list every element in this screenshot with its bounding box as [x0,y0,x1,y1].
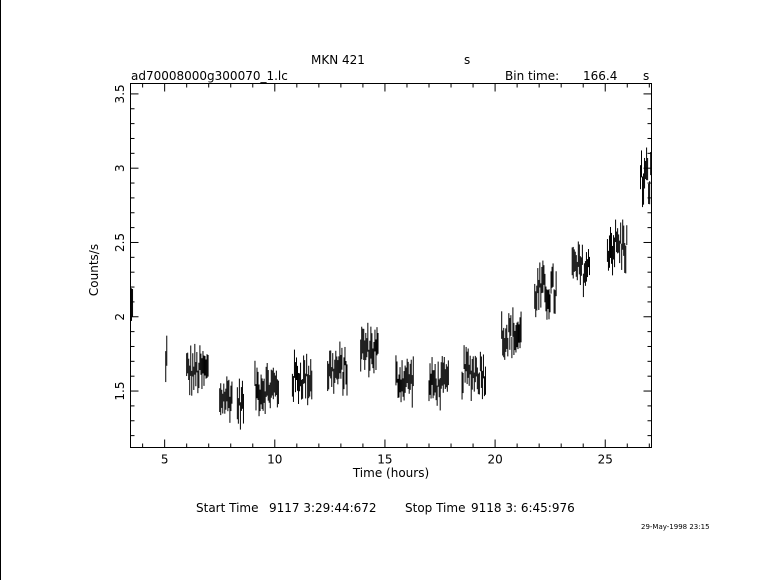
object-unit: s [464,53,470,67]
left-border [0,0,1,580]
x-tick-label: 15 [377,453,392,467]
bin-time-value: 166.4 [583,69,617,83]
y-tick-label: 2.5 [113,233,127,252]
y-tick-label: 3 [113,164,127,172]
plot-frame [130,83,652,448]
stop-time-label: Stop Time [405,501,465,515]
stop-time-value: 9118 3: 6:45:976 [471,501,575,515]
x-tick-label: 10 [267,453,282,467]
date-stamp: 29-May-1998 23:15 [641,523,710,531]
y-axis-label: Counts/s [87,244,101,296]
x-tick-label: 25 [598,453,613,467]
y-tick-label: 2 [113,313,127,321]
y-tick-label: 1.5 [113,381,127,400]
object-name: MKN 421 [311,53,365,67]
x-tick-label: 20 [487,453,502,467]
y-tick-labels: 1.5 2 2.5 3 3.5 [113,84,127,400]
data-points [130,147,652,430]
bin-time-label: Bin time: [505,69,559,83]
x-axis-label: Time (hours) [352,466,429,480]
x-tick-labels: 5 10 15 20 25 [161,453,613,467]
start-time-label: Start Time [196,501,259,515]
x-tick-label: 5 [161,453,169,467]
bin-time-unit: s [643,69,649,83]
file-name: ad70008000g300070_1.lc [131,69,288,83]
y-tick-label: 3.5 [113,84,127,103]
start-time-value: 9117 3:29:44:672 [269,501,377,515]
